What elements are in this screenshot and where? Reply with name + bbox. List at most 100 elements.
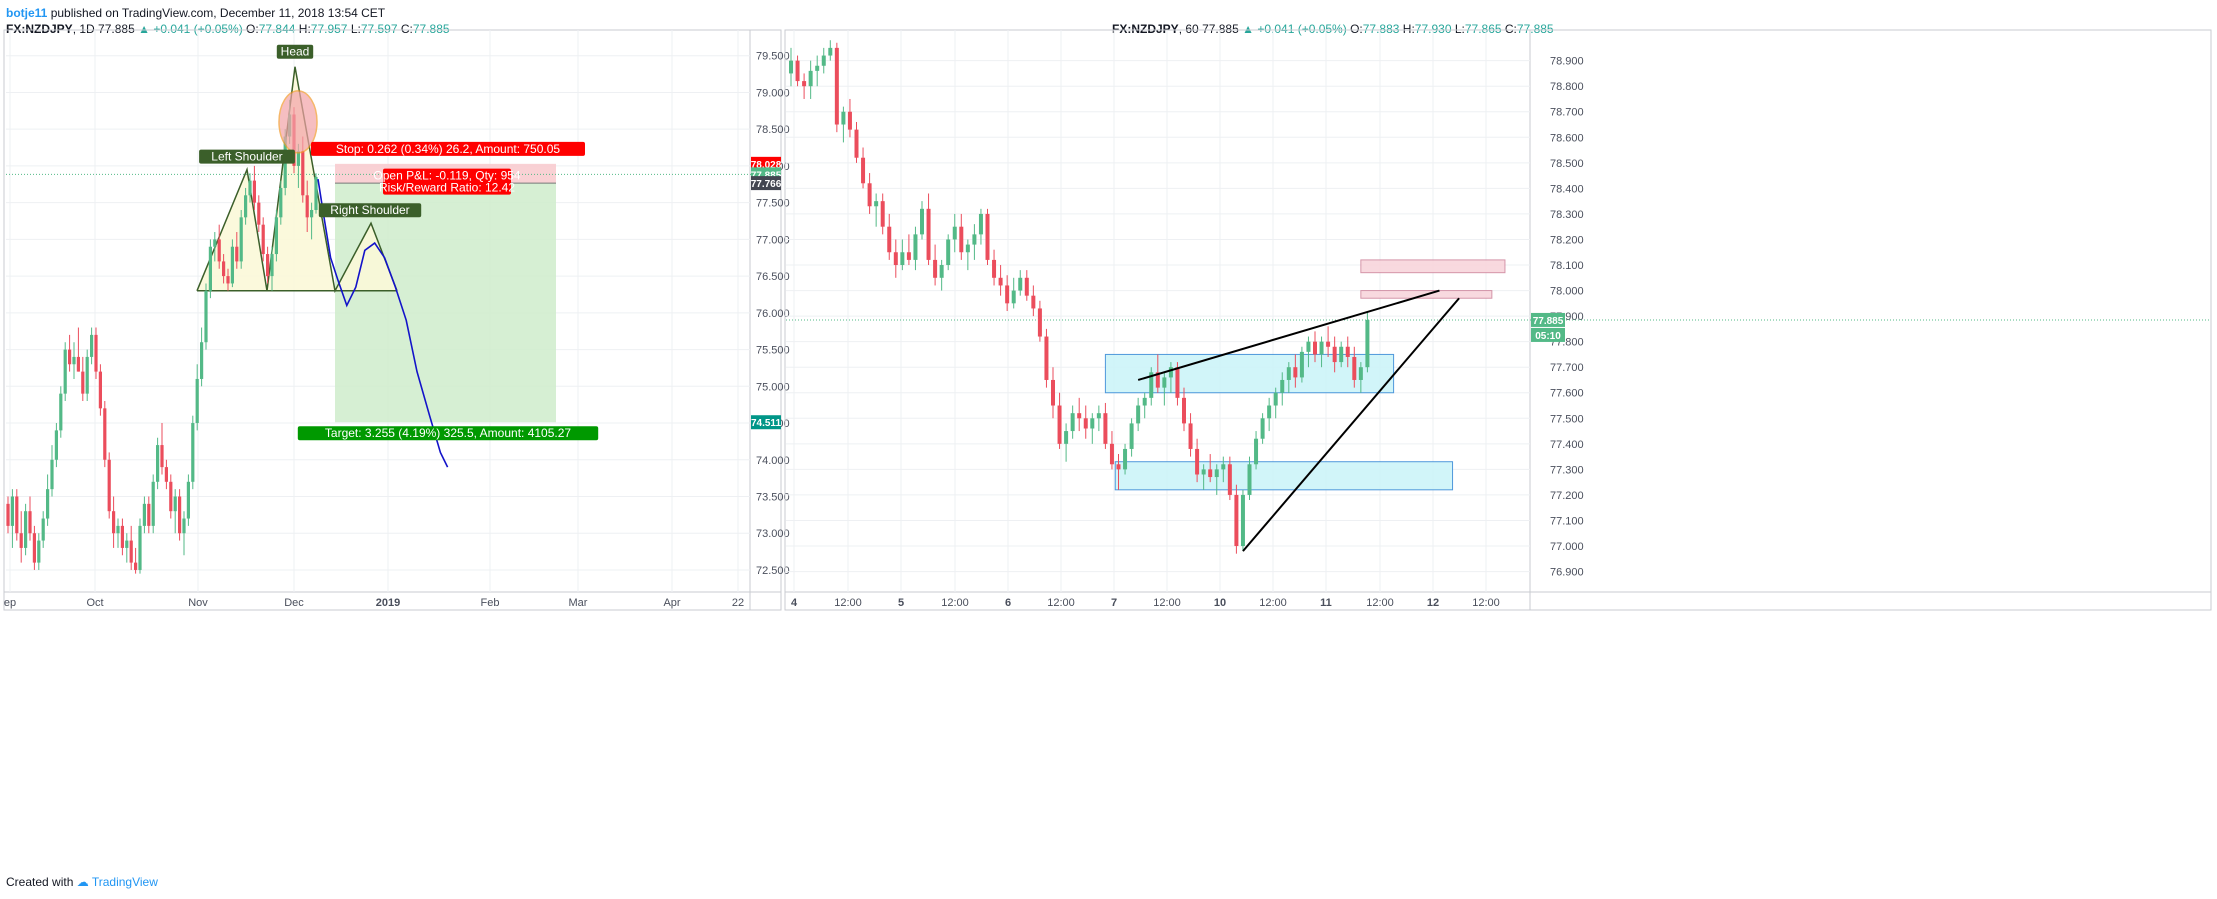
right-candle: [1018, 277, 1023, 291]
pattern-fill: [197, 66, 397, 291]
right-candle: [1195, 448, 1200, 475]
right-candle: [1208, 469, 1213, 478]
right-price-tag-bg: [1531, 312, 1565, 327]
left-x-tick-label: Nov: [188, 597, 208, 609]
left-y-tick-label: 73.500: [756, 491, 790, 503]
right-candle: [893, 252, 898, 266]
left-candle: [274, 217, 278, 255]
right-candle: [1024, 277, 1029, 296]
right-price-tag: 05:10: [1535, 331, 1561, 342]
right-candle: [1168, 367, 1173, 378]
right-candle: [1280, 379, 1285, 393]
right-y-tick-label: 78.900: [1550, 56, 1584, 68]
left-candle: [120, 525, 124, 548]
left-candle: [41, 518, 45, 541]
right-candle: [1057, 405, 1062, 444]
left-y-tick-label: 79.500: [756, 51, 790, 63]
author-link[interactable]: botje11: [6, 6, 48, 20]
left-candle: [129, 540, 133, 563]
right-candle: [1103, 413, 1108, 444]
left-candle: [200, 342, 204, 379]
left-candle: [204, 290, 208, 343]
right-y-tick-label: 78.600: [1550, 132, 1584, 144]
left-candle: [310, 209, 314, 218]
left-candle: [164, 467, 168, 482]
right-symbol[interactable]: FX:NZDJPY: [1112, 22, 1179, 36]
left-candle: [116, 525, 120, 534]
right-candle: [972, 234, 977, 245]
right-y-tick-label: 78.000: [1550, 286, 1584, 298]
left-y-tick-label: 75.500: [756, 345, 790, 357]
right-candle: [978, 213, 983, 235]
right-y-tick-label: 78.100: [1550, 260, 1584, 272]
right-change: ▲ +0.041 (+0.05%): [1242, 22, 1347, 36]
right-candle: [867, 183, 872, 207]
right-candle: [815, 65, 820, 71]
right-candle: [965, 244, 970, 253]
right-candle: [1077, 413, 1082, 419]
left-candle: [138, 525, 142, 570]
left-candle: [248, 180, 252, 196]
open-pl-label: Open P&L: -0.119, Qty: 954: [373, 169, 521, 183]
left-candle: [59, 393, 63, 431]
left-candle: [296, 151, 300, 166]
left-candle: [125, 540, 129, 548]
right-candle: [1129, 423, 1134, 449]
right-y-tick-label: 77.600: [1550, 388, 1584, 400]
left-x-tick-label: ep: [4, 597, 16, 609]
right-y-tick-label: 77.100: [1550, 515, 1584, 527]
right-candle: [946, 239, 951, 266]
right-y-tick-label: 77.000: [1550, 541, 1584, 553]
right-candle: [1247, 464, 1252, 495]
left-candle: [81, 371, 85, 394]
left-candle: [68, 349, 72, 365]
left-candle: [279, 187, 283, 218]
left-candle: [173, 496, 177, 512]
right-y-tick-label: 77.200: [1550, 490, 1584, 502]
right-candle: [834, 47, 839, 125]
left-candle: [191, 423, 195, 482]
projection-path: [317, 179, 449, 468]
left-candle: [239, 217, 243, 262]
right-candle: [1299, 351, 1304, 378]
right-candle: [1306, 341, 1311, 352]
right-candle: [1096, 413, 1101, 419]
right-interval: 60: [1185, 22, 1199, 36]
left-candle: [222, 261, 226, 277]
right-candle: [1175, 367, 1180, 398]
right-low: 77.865: [1464, 22, 1502, 36]
left-candle: [32, 533, 36, 563]
right-open: 77.883: [1362, 22, 1400, 36]
right-candle: [1116, 464, 1121, 470]
right-candle: [900, 252, 905, 266]
right-candle: [1227, 464, 1232, 495]
right-candle: [1070, 413, 1075, 432]
left-symbol[interactable]: FX:NZDJPY: [6, 22, 73, 36]
left-y-tick-label: 76.000: [756, 308, 790, 320]
tradingview-link[interactable]: TradingView: [91, 875, 158, 889]
right-candle: [1090, 418, 1095, 429]
left-candle: [244, 195, 248, 218]
left-y-tick-label: 77.000: [756, 234, 790, 246]
right-candle: [1064, 431, 1069, 444]
left-candle: [72, 356, 76, 365]
right-candle: [992, 259, 997, 278]
left-candle: [94, 334, 98, 372]
left-y-tick-label: 72.500: [756, 565, 790, 577]
left-interval: 1D: [79, 22, 95, 36]
left-candle: [6, 503, 10, 526]
right-candle: [1044, 336, 1049, 380]
left-candle: [76, 356, 80, 372]
left-price-tag: 77.885: [751, 170, 782, 181]
created-with-text: Created with: [6, 875, 74, 889]
right-candle: [1273, 392, 1278, 406]
left-symbol-readout: FX:NZDJPY, 1D 77.885 ▲ +0.041 (+0.05%) O…: [6, 22, 450, 36]
left-candle: [107, 459, 111, 512]
right-candle: [808, 70, 813, 87]
left-candle: [230, 246, 234, 284]
left-candle: [261, 224, 265, 255]
right-symbol-readout: FX:NZDJPY, 60 77.885 ▲ +0.041 (+0.05%) O…: [1112, 22, 1554, 36]
left-candle: [314, 176, 318, 210]
right-candle: [1234, 494, 1239, 547]
